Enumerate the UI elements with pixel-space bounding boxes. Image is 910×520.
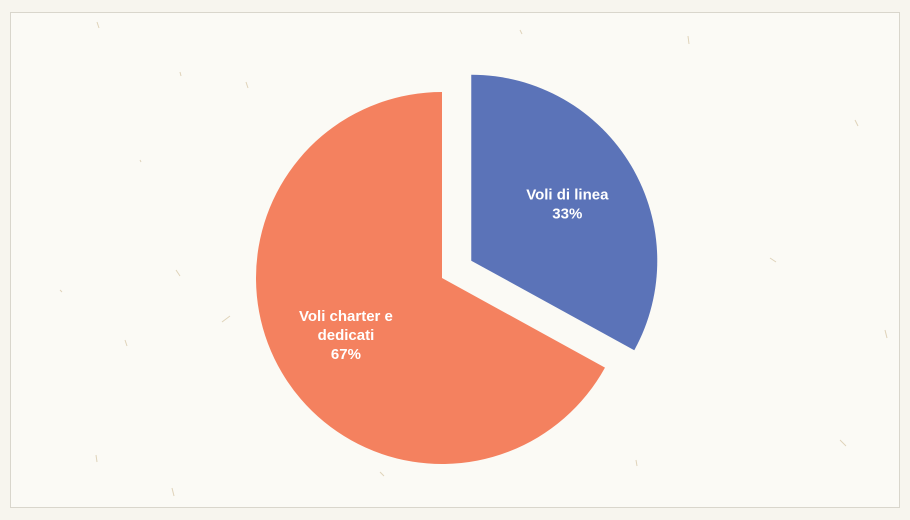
slice-label-line: Voli charter e: [299, 308, 393, 325]
slice-label-line: dedicati: [318, 327, 375, 344]
pie-slice-2: [256, 92, 605, 464]
slice-label-line: 67%: [331, 346, 361, 363]
slice-label-line: 33%: [552, 205, 582, 222]
slice-label-2: Voli charter e dedicati 67%: [299, 308, 393, 363]
pie-labels: Voli di linea 33% Voli charter e dedicati 67…: [299, 186, 609, 362]
paper-specks: [59, 21, 888, 497]
slice-label-line: Voli di linea: [526, 186, 609, 203]
pie-slice-1: [471, 74, 658, 351]
pie-slices: [256, 74, 658, 464]
slice-label-1: Voli di linea 33%: [526, 186, 609, 222]
